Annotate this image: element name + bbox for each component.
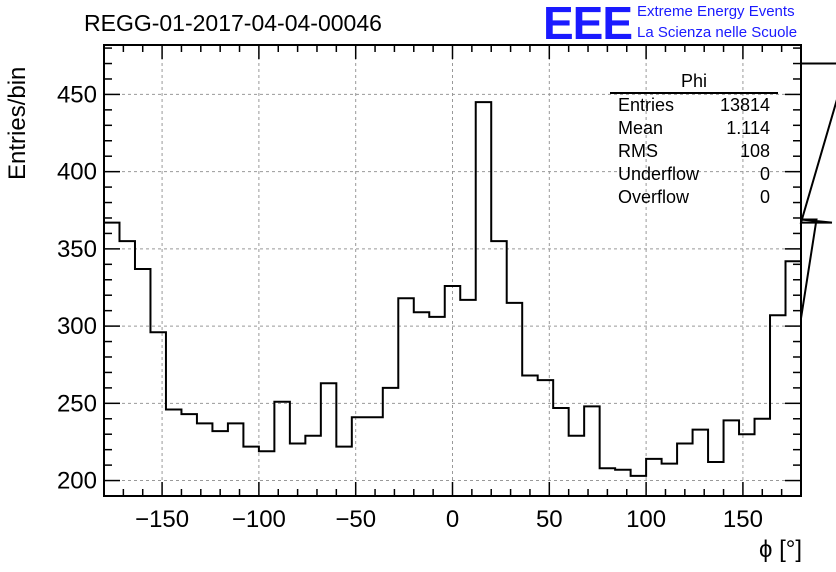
stats-value: 0 [759, 164, 770, 184]
y-tick-label: 450 [57, 81, 97, 108]
stats-label: Mean [618, 118, 664, 138]
y-tick-label: 200 [57, 468, 97, 495]
stats-box: Phi Entries 13814 Mean 1.114 RMS 108 Und… [610, 70, 778, 209]
eee-logo: EEE [543, 0, 633, 49]
x-tick-label: −50 [335, 506, 376, 533]
y-tick-label: 400 [57, 159, 97, 186]
y-tick-label: 350 [57, 236, 97, 263]
x-tick-label: 100 [626, 506, 666, 533]
tick-labels: −150 −100 −50 0 50 100 150 200 250 300 350 400 450 [57, 81, 763, 533]
y-tick-label: 250 [57, 390, 97, 417]
stats-row: Overflow 0 [610, 186, 778, 209]
y-axis-label: Entries/bin [4, 66, 31, 180]
histogram-series [104, 62, 836, 477]
stats-value: 108 [739, 141, 770, 161]
stats-row: Entries 13814 [610, 94, 778, 117]
stats-value: 0 [759, 187, 770, 207]
x-tick-label: 0 [446, 506, 459, 533]
x-tick-label: −150 [135, 506, 189, 533]
stats-value: 1.114 [726, 118, 770, 138]
stats-label: Entries [618, 95, 675, 115]
logo-line-1: Extreme Energy Events [637, 3, 795, 20]
stats-row: Mean 1.114 [610, 117, 778, 140]
stats-label: Overflow [618, 187, 690, 207]
chart-title: REGG-01-2017-04-04-00046 [84, 10, 382, 36]
stats-value: 13814 [719, 95, 770, 115]
stats-label: RMS [618, 141, 658, 161]
axis-ticks [103, 45, 802, 497]
stats-title: Phi [610, 70, 778, 94]
x-tick-label: −100 [232, 506, 286, 533]
stats-label: Underflow [618, 164, 700, 184]
grid-lines [104, 45, 801, 496]
x-tick-label: 50 [536, 506, 563, 533]
x-axis-label: ϕ [°] [758, 536, 802, 563]
y-tick-label: 300 [57, 313, 97, 340]
stats-row: Underflow 0 [610, 163, 778, 186]
x-tick-label: 150 [723, 506, 763, 533]
stats-row: RMS 108 [610, 140, 778, 163]
logo-line-2: La Scienza nelle Scuole [637, 24, 798, 41]
